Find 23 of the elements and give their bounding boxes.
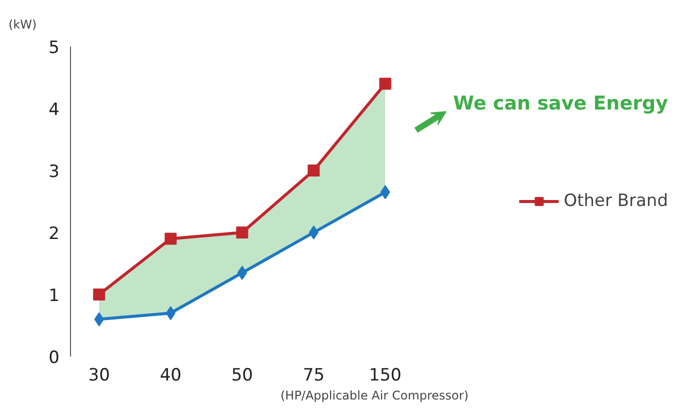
x-tick-label: 150	[369, 366, 402, 386]
x-tick-label: 50	[231, 366, 253, 386]
point	[164, 232, 177, 245]
point	[237, 266, 248, 280]
x-tick-label: 40	[160, 366, 182, 386]
y-tick-label: 2	[48, 224, 60, 244]
text: We can save Energy	[453, 92, 669, 115]
point	[236, 226, 248, 238]
point	[380, 185, 390, 200]
legend-label: Other Brand	[564, 191, 668, 211]
y-tick-label: 0	[48, 348, 60, 368]
y-tick-label: 4	[48, 100, 60, 120]
y-tick-label: 5	[48, 38, 60, 58]
x-axis-title: (HP/Applicable Air Compressor)	[280, 388, 469, 402]
point	[308, 164, 320, 176]
point	[308, 226, 319, 240]
y-tick-label: 1	[48, 286, 60, 306]
y-tick-label: 3	[48, 162, 60, 182]
y-axis-title: (kW)	[8, 18, 37, 32]
point	[379, 78, 392, 90]
x-tick-label: 30	[88, 366, 110, 386]
point	[93, 288, 106, 300]
x-tick-label: 75	[302, 366, 325, 386]
